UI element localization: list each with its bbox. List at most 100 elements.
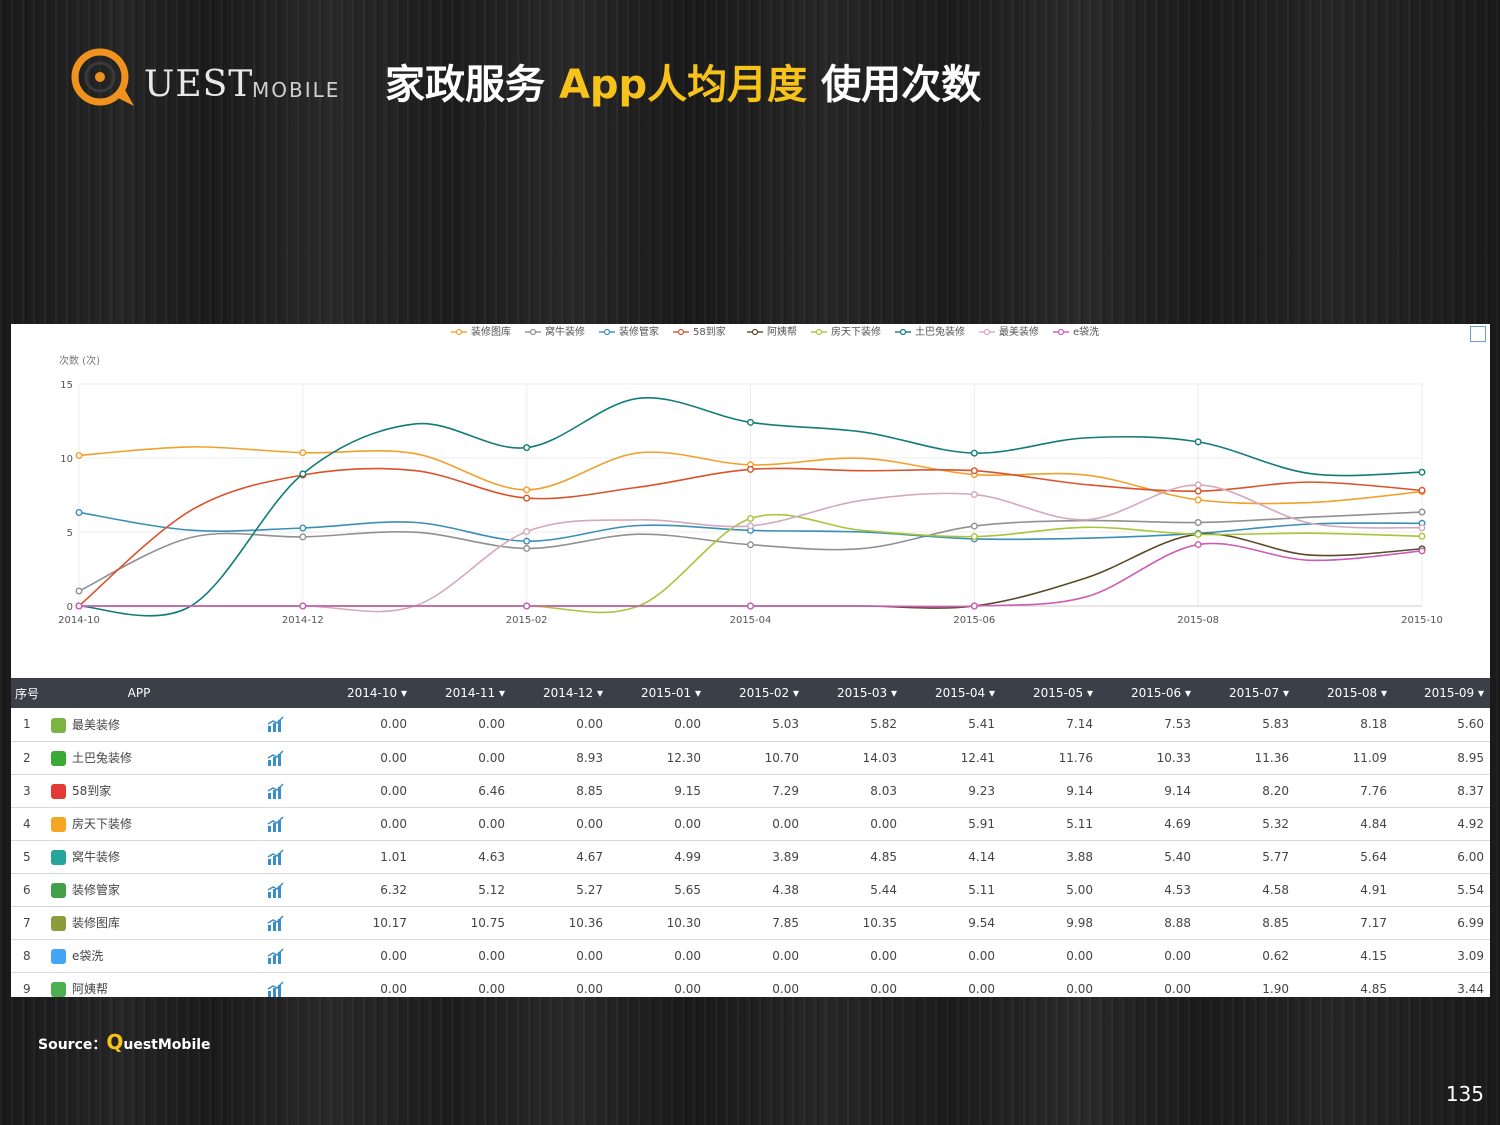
app-name: e袋洗 [72,949,104,963]
value-cell: 3.44 [1457,981,1484,996]
header-month[interactable]: 2015-01 ▾ [641,686,701,700]
row-number: 7 [23,915,31,930]
data-point [1194,530,1202,538]
legend-marker [899,328,907,336]
trend-chart-icon[interactable] [267,848,285,865]
value-cell: 4.58 [1262,882,1289,897]
header-month[interactable]: 2015-05 ▾ [1033,686,1093,700]
app-cell: 58到家 [41,774,237,807]
value-cell: 5.41 [968,717,995,732]
data-point [75,587,83,595]
header-month[interactable]: 2015-07 ▾ [1229,686,1289,700]
value-cell: 0.00 [380,783,407,798]
value-cell: 9.15 [674,783,701,798]
header-month[interactable]: 2015-04 ▾ [935,686,995,700]
trend-chart-icon[interactable] [267,947,285,964]
row-number: 1 [23,717,31,732]
value-cell: 11.09 [1352,750,1387,765]
header-month[interactable]: 2014-10 ▾ [347,686,407,700]
legend-label: 装修管家 [619,325,659,338]
trend-cell [237,840,315,873]
app-cell: 装修图库 [41,906,237,939]
value-cell: 10.75 [470,915,505,930]
value-cell: 0.00 [380,750,407,765]
data-point [1194,496,1202,504]
trend-cell [237,939,315,972]
trend-chart-icon[interactable] [267,980,285,997]
value-cell: 4.99 [674,849,701,864]
header-month[interactable]: 2014-12 ▾ [543,686,603,700]
legend-label: 阿姨帮 [767,325,797,338]
value-cell: 3.09 [1457,948,1484,963]
value-cell: 8.95 [1457,750,1484,765]
y-tick-label: 0 [67,602,73,613]
table-row: 7 装修图库 10.17 10.75 10.36 10.30 7.85 10.35 9.54 9.… [11,906,1490,939]
value-cell: 8.93 [576,750,603,765]
value-cell: 5.91 [968,816,995,831]
trend-cell [237,774,315,807]
value-cell: 0.00 [772,981,799,996]
trend-chart-icon[interactable] [267,782,285,799]
app-name: 窝牛装修 [72,850,121,864]
header-month[interactable]: 2015-08 ▾ [1327,686,1387,700]
trend-chart-icon[interactable] [267,881,285,898]
data-point [1418,486,1426,494]
header-trend [237,678,315,708]
value-cell: 5.32 [1262,816,1289,831]
export-icon[interactable] [1470,326,1486,342]
value-cell: 6.32 [380,882,407,897]
header-month[interactable]: 2015-03 ▾ [837,686,897,700]
app-icon [51,850,66,865]
value-cell: 4.69 [1164,816,1191,831]
value-cell: 4.38 [772,882,799,897]
header-month[interactable]: 2014-11 ▾ [445,686,505,700]
y-tick-label: 10 [60,454,73,465]
trend-chart-icon[interactable] [267,749,285,766]
logo-q-icon [71,48,134,106]
legend-marker [983,328,991,336]
app-cell: 最美装修 [41,708,237,741]
trend-chart-icon[interactable] [267,914,285,931]
data-point [523,528,531,536]
logo-text: UEST [144,64,254,105]
header-month[interactable]: 2015-02 ▾ [739,686,799,700]
data-point [299,449,307,457]
value-cell: 7.14 [1066,717,1093,732]
page-title: 家政服务 App人均月度 使用次数 [385,52,981,110]
value-cell: 8.85 [1262,915,1289,930]
value-cell: 0.00 [772,816,799,831]
data-point [299,533,307,541]
trend-chart-icon[interactable] [267,716,285,733]
value-cell: 4.15 [1360,948,1387,963]
app-cell: 土巴兔装修 [41,741,237,774]
value-cell: 14.03 [862,750,897,765]
app-icon [51,949,66,964]
header-month[interactable]: 2015-09 ▾ [1424,686,1484,700]
header-month[interactable]: 2015-06 ▾ [1131,686,1191,700]
title-highlight: App人均月度 [558,62,808,108]
value-cell: 0.00 [478,750,505,765]
app-name: 装修管家 [72,883,121,897]
row-number: 3 [23,783,31,798]
value-cell: 4.53 [1164,882,1191,897]
value-cell: 0.62 [1262,948,1289,963]
data-point [523,494,531,502]
value-cell: 0.00 [380,981,407,996]
app-icon [51,982,66,997]
app-name: 装修图库 [72,916,121,930]
x-tick-label: 2015-04 [730,615,772,626]
app-cell: 窝牛装修 [41,840,237,873]
app-icon [51,817,66,832]
data-point [747,541,755,549]
legend-marker [815,328,823,336]
table-row: 8 e袋洗 0.00 0.00 0.00 0.00 0.00 0.00 0.00 0.00 0.00… [11,939,1490,972]
data-point [1194,541,1202,549]
page-number: 135 [1445,1082,1484,1106]
app-cell: 装修管家 [41,873,237,906]
app-icon [51,751,66,766]
app-cell: 阿姨帮 [41,972,237,997]
source-brand: uestMobile [123,1037,211,1053]
value-cell: 5.12 [478,882,505,897]
legend-label: 最美装修 [999,325,1039,338]
trend-chart-icon[interactable] [267,815,285,832]
